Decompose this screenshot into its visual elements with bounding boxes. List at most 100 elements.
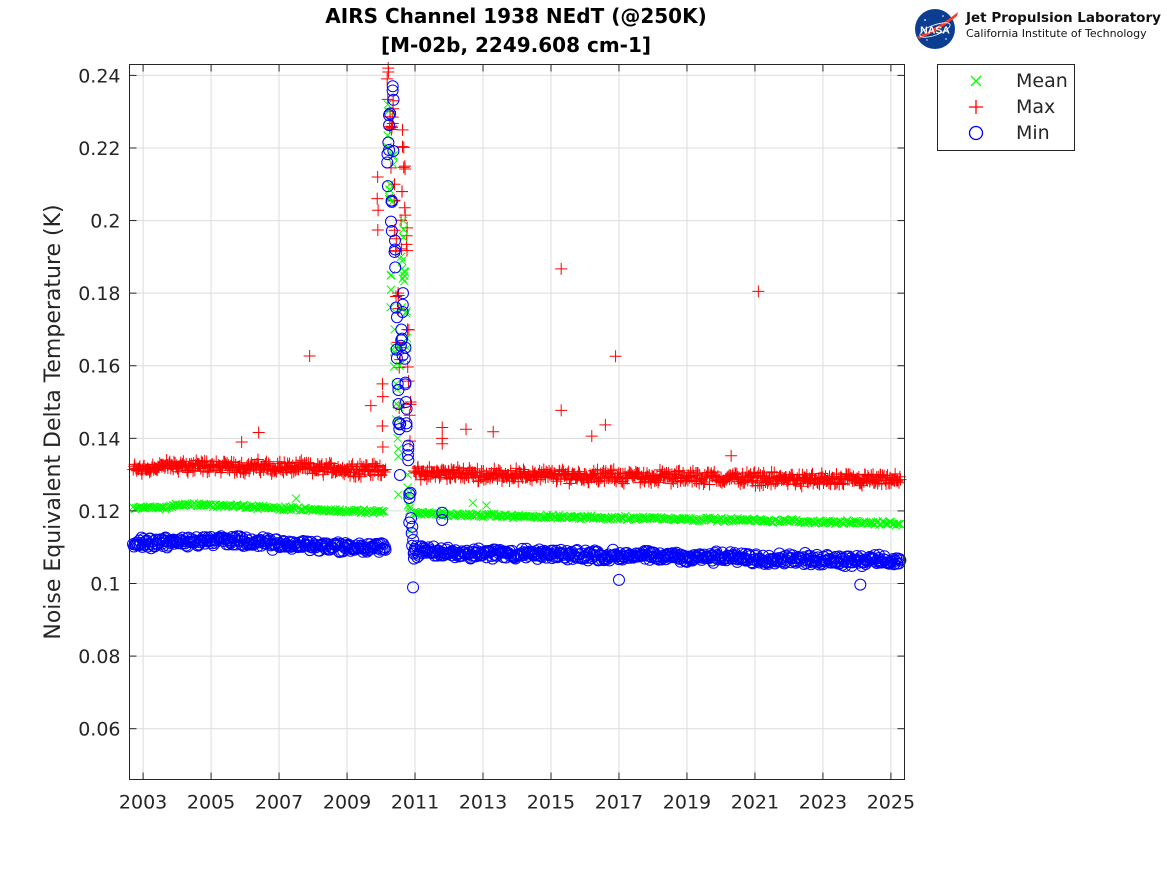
- max-point: [436, 437, 449, 450]
- mean-point: [403, 500, 413, 510]
- max-point: [726, 469, 739, 482]
- mean-point: [393, 490, 403, 500]
- mean-point: [335, 505, 345, 514]
- mean-point: [401, 308, 411, 318]
- min-point: [396, 349, 409, 362]
- mean-point: [384, 185, 394, 194]
- x-tick-label: 2023: [799, 792, 847, 814]
- max-point: [174, 456, 187, 469]
- min-point: [256, 531, 269, 544]
- min-point: [393, 423, 406, 436]
- max-point: [433, 471, 446, 484]
- max-point: [889, 467, 902, 480]
- y-tick-label: 0.06: [78, 719, 120, 741]
- max-point: [412, 460, 425, 473]
- max-point: [892, 476, 905, 489]
- mean-point: [399, 271, 409, 281]
- min-point: [385, 215, 398, 228]
- max-point: [397, 161, 410, 174]
- logo-line1: Jet Propulsion Laboratory: [966, 10, 1161, 26]
- y-tick-label: 0.22: [78, 138, 120, 160]
- mean-point: [765, 516, 775, 526]
- x-tick-label: 2021: [731, 792, 779, 814]
- mean-point: [165, 501, 175, 511]
- max-point: [181, 466, 194, 479]
- max-point: [376, 464, 389, 477]
- y-tick-label: 0.16: [78, 356, 120, 378]
- min-point: [334, 537, 347, 550]
- mean-point: [467, 510, 477, 520]
- min-point: [505, 549, 518, 562]
- max-point: [303, 349, 316, 362]
- min-point: [396, 287, 409, 300]
- max-point: [451, 461, 464, 474]
- mean-point: [374, 506, 384, 515]
- max-point: [725, 449, 738, 462]
- x-tick-label: 2003: [119, 792, 167, 814]
- mean-point: [426, 508, 435, 518]
- min-point: [377, 537, 390, 550]
- min-point: [403, 487, 416, 500]
- min-point: [745, 556, 758, 569]
- max-point: [641, 467, 654, 480]
- min-point: [387, 145, 400, 158]
- min-point: [612, 573, 625, 586]
- mean-point: [394, 402, 404, 412]
- mean-point: [279, 505, 289, 515]
- mean-point: [393, 444, 403, 454]
- min-point: [400, 420, 413, 433]
- x-marker-icon: [970, 75, 982, 87]
- max-point: [402, 323, 415, 336]
- min-point: [400, 402, 413, 415]
- legend-item-max: Max: [938, 95, 1074, 121]
- max-point: [739, 473, 752, 486]
- max-point: [396, 140, 409, 153]
- min-point: [405, 512, 418, 525]
- max-point: [376, 390, 389, 403]
- legend-label-max: Max: [1016, 96, 1056, 118]
- mean-point: [270, 503, 280, 513]
- mean-point: [291, 494, 301, 503]
- max-point: [397, 141, 410, 154]
- mean-point: [845, 518, 855, 528]
- mean-point: [393, 452, 403, 461]
- min-point: [387, 93, 400, 106]
- jpl-logo: NASA Jet Propulsion Laboratory Californi…: [913, 4, 1163, 50]
- mean-point: [393, 433, 403, 443]
- min-point: [400, 417, 413, 430]
- max-point: [396, 185, 409, 198]
- max-point: [445, 463, 458, 476]
- mean-point: [378, 506, 388, 516]
- logo-line2: California Institute of Technology: [966, 27, 1147, 40]
- max-point: [160, 454, 173, 467]
- min-point: [893, 553, 906, 566]
- min-point: [716, 553, 729, 566]
- mean-point: [521, 511, 531, 521]
- chart-legend: Mean Max Min: [937, 64, 1075, 151]
- min-point: [386, 80, 399, 93]
- min-point: [393, 469, 406, 482]
- max-point: [765, 465, 778, 478]
- max-point: [703, 478, 716, 491]
- legend-label-min: Min: [1016, 122, 1050, 144]
- min-point: [570, 544, 583, 557]
- max-point: [235, 435, 248, 448]
- min-point: [436, 506, 449, 519]
- legend-item-mean: Mean: [938, 69, 1074, 95]
- max-point: [795, 480, 808, 493]
- min-point: [402, 439, 415, 452]
- x-tick-label: 2011: [391, 792, 439, 814]
- max-point: [392, 289, 405, 302]
- min-point: [852, 556, 865, 569]
- circle-marker-icon: [968, 125, 984, 141]
- max-point: [371, 171, 384, 184]
- max-point: [555, 404, 568, 417]
- max-point: [325, 457, 338, 470]
- max-point: [402, 375, 415, 388]
- y-axis-label: Noise Equivalent Delta Temperature (K): [41, 204, 66, 639]
- max-point: [172, 465, 185, 478]
- min-point: [396, 332, 409, 345]
- max-point: [441, 472, 454, 485]
- legend-item-min: Min: [938, 121, 1074, 147]
- y-tick-label: 0.18: [78, 283, 120, 305]
